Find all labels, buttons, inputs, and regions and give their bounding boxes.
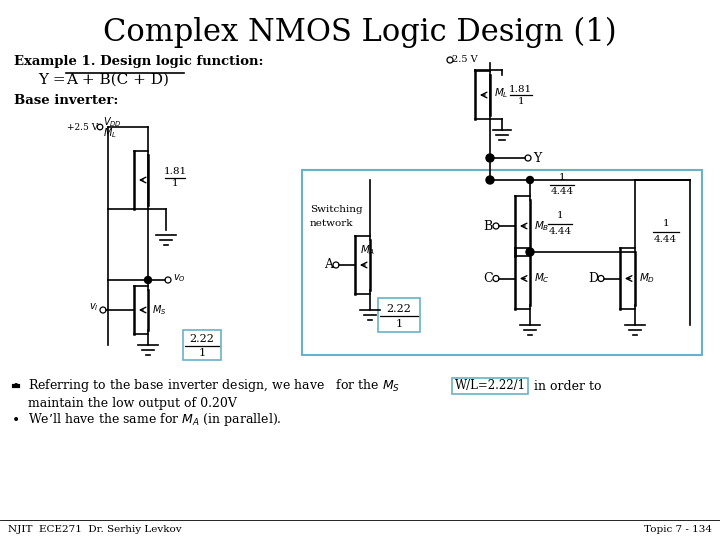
Text: 1.81: 1.81 xyxy=(508,84,531,93)
Text: 1: 1 xyxy=(662,219,670,228)
Text: $v_O$: $v_O$ xyxy=(173,272,186,284)
Text: Topic 7 - 134: Topic 7 - 134 xyxy=(644,525,712,535)
Text: 1: 1 xyxy=(518,98,524,106)
Text: $M_L$: $M_L$ xyxy=(494,86,508,100)
Text: Y =: Y = xyxy=(38,73,71,87)
Text: 1: 1 xyxy=(559,173,565,183)
Circle shape xyxy=(145,276,151,284)
Circle shape xyxy=(486,154,494,162)
Text: Y: Y xyxy=(533,152,541,165)
Text: maintain the low output of 0.20V: maintain the low output of 0.20V xyxy=(28,396,237,409)
Text: $M_A$: $M_A$ xyxy=(360,243,375,257)
Text: C: C xyxy=(483,272,493,285)
Text: $M_L$: $M_L$ xyxy=(103,126,117,140)
Text: We’ll have the same for $M_A$ (in parallel).: We’ll have the same for $M_A$ (in parall… xyxy=(28,411,282,429)
Text: Base inverter:: Base inverter: xyxy=(14,93,118,106)
Text: 1.81: 1.81 xyxy=(163,167,186,177)
Text: •: • xyxy=(12,379,20,393)
Text: +2.5 V: +2.5 V xyxy=(67,123,98,132)
Text: 4.44: 4.44 xyxy=(549,227,572,237)
Text: Switching: Switching xyxy=(310,206,363,214)
Text: Referring to the base inverter design, we have   for the $M_S$: Referring to the base inverter design, w… xyxy=(28,377,400,395)
Text: 1: 1 xyxy=(557,212,563,220)
Bar xyxy=(378,298,420,332)
Bar xyxy=(452,378,528,394)
Text: 2.22: 2.22 xyxy=(189,334,215,344)
Text: 1: 1 xyxy=(395,319,402,329)
Circle shape xyxy=(526,248,534,256)
Circle shape xyxy=(526,177,534,184)
Text: Example 1. Design logic function:: Example 1. Design logic function: xyxy=(14,56,264,69)
Text: $M_D$: $M_D$ xyxy=(639,272,655,286)
Text: NJIT  ECE271  Dr. Serhiy Levkov: NJIT ECE271 Dr. Serhiy Levkov xyxy=(8,525,181,535)
Text: $M_B$: $M_B$ xyxy=(534,219,549,233)
Text: A: A xyxy=(324,259,333,272)
Bar xyxy=(302,170,702,355)
Text: in order to: in order to xyxy=(530,380,601,393)
Text: 4.44: 4.44 xyxy=(654,235,677,245)
Text: 2.22: 2.22 xyxy=(387,304,411,314)
Text: B: B xyxy=(484,219,493,233)
Text: Complex NMOS Logic Design (1): Complex NMOS Logic Design (1) xyxy=(103,16,617,48)
Text: 1: 1 xyxy=(171,179,179,188)
Text: $M_C$: $M_C$ xyxy=(534,272,550,286)
Text: 1: 1 xyxy=(199,348,206,358)
Text: network: network xyxy=(310,219,354,227)
Text: $M_S$: $M_S$ xyxy=(152,303,166,317)
Text: W/L=2.22/1: W/L=2.22/1 xyxy=(454,380,526,393)
Text: A + B(C + D): A + B(C + D) xyxy=(66,73,169,87)
Circle shape xyxy=(486,176,494,184)
Text: 2.5 V: 2.5 V xyxy=(452,56,477,64)
Text: •: • xyxy=(12,413,20,427)
Text: 4.44: 4.44 xyxy=(550,187,574,197)
Text: D: D xyxy=(588,272,598,285)
Bar xyxy=(183,330,221,360)
Text: $V_{DD}$: $V_{DD}$ xyxy=(103,115,122,129)
Text: $v_I$: $v_I$ xyxy=(89,301,99,313)
